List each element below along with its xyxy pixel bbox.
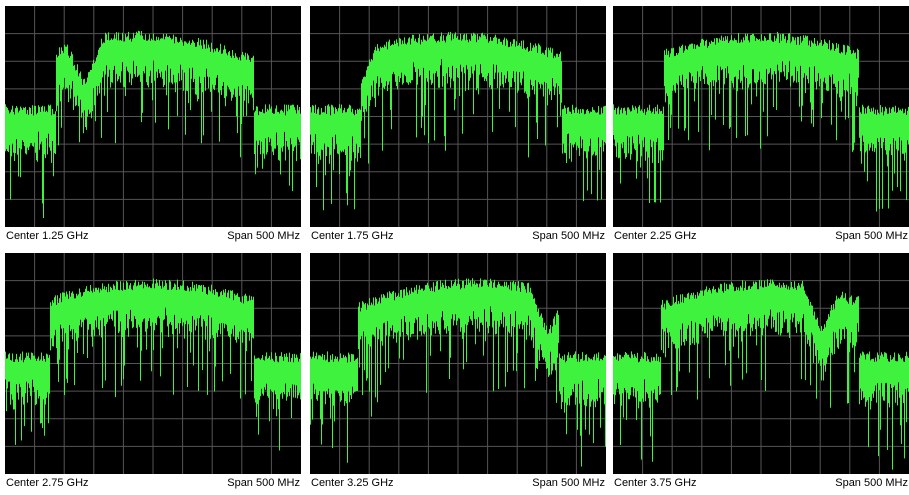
spectrum-panel: Center 3.25 GHz Span 500 MHz [310,253,606,493]
status-strip: Center 3.75 GHz Span 500 MHz [613,474,909,493]
spectrum-plot [310,6,606,227]
trace [310,278,606,467]
spectrum-plot [613,6,909,227]
spectrum-plot [5,6,301,227]
spectrum-panel: Center 2.75 GHz Span 500 MHz [5,253,301,493]
status-strip: Center 2.75 GHz Span 500 MHz [5,474,301,493]
span-label: Span 500 MHz [835,230,908,242]
center-label: Center 3.75 GHz [614,477,697,489]
trace [613,279,909,470]
trace [5,30,301,218]
span-label: Span 500 MHz [532,477,605,489]
span-label: Span 500 MHz [227,230,300,242]
center-label: Center 1.25 GHz [6,230,89,242]
span-label: Span 500 MHz [532,230,605,242]
status-strip: Center 1.75 GHz Span 500 MHz [310,227,606,246]
spectrum-plot [310,253,606,474]
status-strip: Center 3.25 GHz Span 500 MHz [310,474,606,493]
center-label: Center 3.25 GHz [311,477,394,489]
status-strip: Center 2.25 GHz Span 500 MHz [613,227,909,246]
status-strip: Center 1.25 GHz Span 500 MHz [5,227,301,246]
center-label: Center 1.75 GHz [311,230,394,242]
spectrum-panel: Center 1.75 GHz Span 500 MHz [310,6,606,246]
spectrum-panel: Center 2.25 GHz Span 500 MHz [613,6,909,246]
trace [5,278,301,451]
center-label: Center 2.25 GHz [614,230,697,242]
spectrum-panel: Center 1.25 GHz Span 500 MHz [5,6,301,246]
spectrum-plot [5,253,301,474]
center-label: Center 2.75 GHz [6,477,89,489]
spectrum-plot [613,253,909,474]
trace [310,31,606,211]
trace [613,31,909,212]
span-label: Span 500 MHz [835,477,908,489]
span-label: Span 500 MHz [227,477,300,489]
spectrum-panel: Center 3.75 GHz Span 500 MHz [613,253,909,493]
